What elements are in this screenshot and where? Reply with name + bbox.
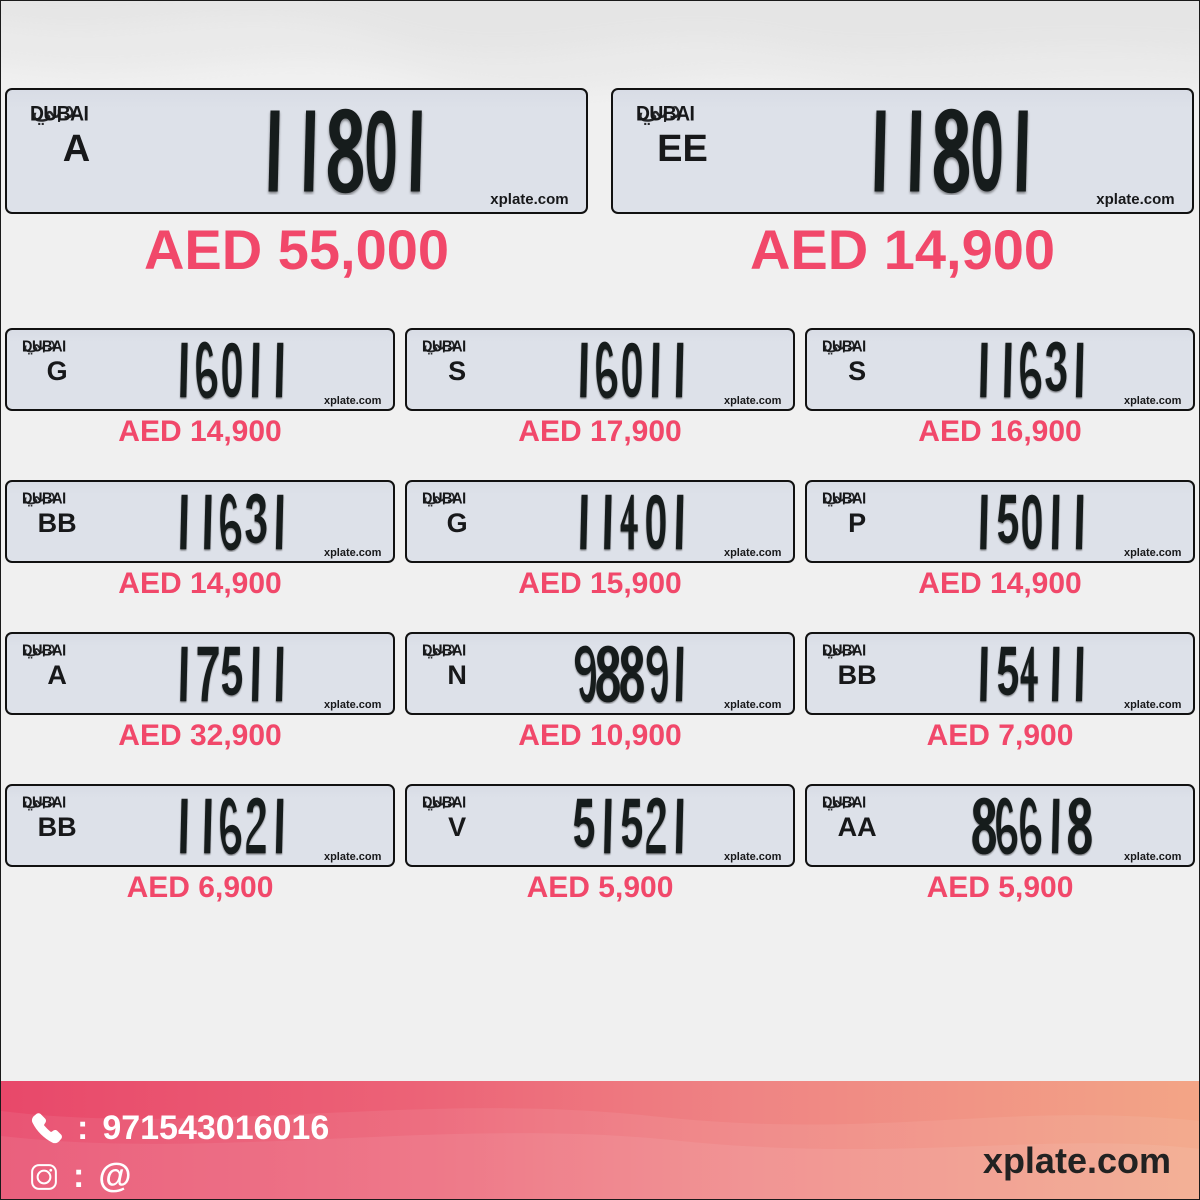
svg-text:دبي: دبي bbox=[637, 93, 681, 125]
svg-text:دبي: دبي bbox=[423, 634, 456, 658]
svg-text:دبي: دبي bbox=[823, 634, 856, 658]
svg-text:دبي: دبي bbox=[823, 330, 856, 354]
svg-text:دبي: دبي bbox=[23, 482, 56, 506]
svg-text:دبي: دبي bbox=[23, 634, 56, 658]
svg-text:دبي: دبي bbox=[31, 93, 75, 125]
svg-text:دبي: دبي bbox=[823, 786, 856, 810]
svg-text:دبي: دبي bbox=[423, 330, 456, 354]
svg-text:دبي: دبي bbox=[823, 482, 856, 506]
svg-text:دبي: دبي bbox=[23, 330, 56, 354]
svg-text:دبي: دبي bbox=[423, 482, 456, 506]
svg-text:دبي: دبي bbox=[423, 786, 456, 810]
svg-text:دبي: دبي bbox=[23, 786, 56, 810]
